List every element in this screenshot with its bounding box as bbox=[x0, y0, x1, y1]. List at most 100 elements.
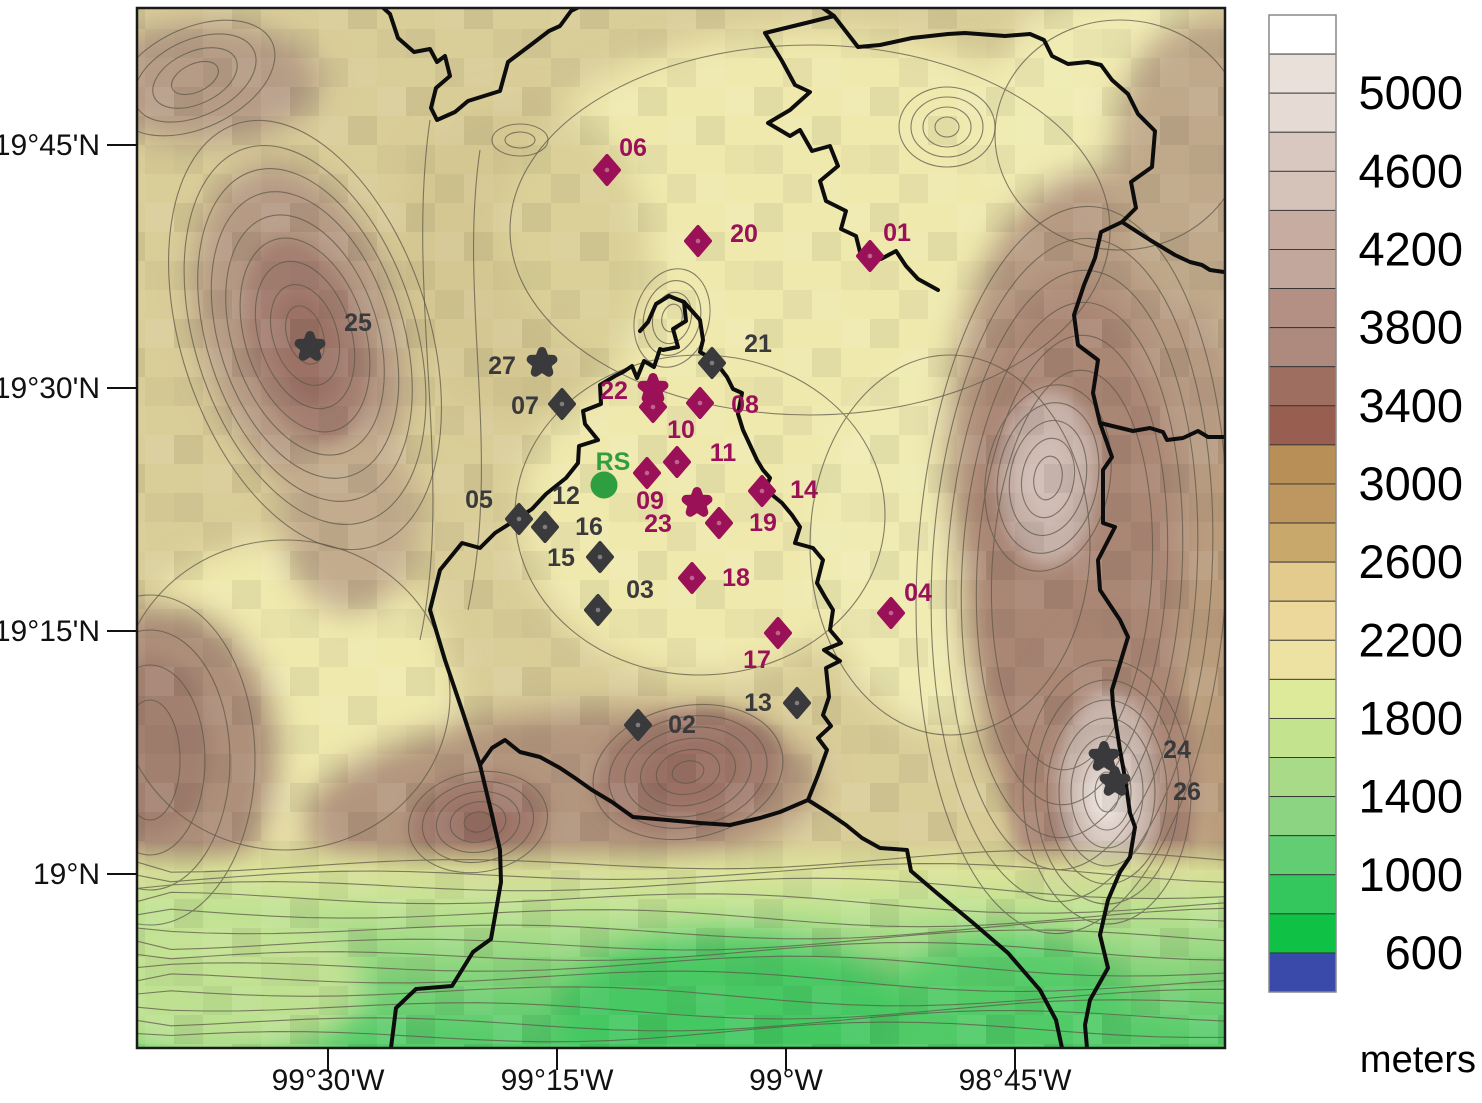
y-tick-label: 19°30'N bbox=[0, 372, 100, 405]
station-label-26: 26 bbox=[1173, 778, 1201, 806]
colorbar-cell-10 bbox=[1268, 405, 1337, 446]
colorbar-cell-16 bbox=[1268, 639, 1337, 680]
station-label-06: 06 bbox=[619, 134, 647, 162]
colorbar-tick-2600: 2600 bbox=[1358, 535, 1463, 588]
colorbar-tick-600: 600 bbox=[1385, 926, 1463, 979]
station-label-18: 18 bbox=[722, 564, 750, 592]
station-marker-18 bbox=[678, 562, 706, 594]
station-label-23: 23 bbox=[644, 510, 672, 538]
contour-lines-layer bbox=[137, 19, 1225, 851]
colorbar-cell-19 bbox=[1268, 757, 1337, 798]
boundary-south-cdmx bbox=[478, 738, 810, 827]
station-marker-07 bbox=[548, 388, 576, 420]
colorbar-cell-24 bbox=[1268, 952, 1337, 993]
terrain-layer bbox=[137, 8, 1225, 1048]
colorbar-cell-14 bbox=[1268, 561, 1337, 602]
station-marker-21 bbox=[698, 347, 726, 379]
colorbar-tick-4600: 4600 bbox=[1358, 144, 1463, 197]
station-marker-03 bbox=[584, 594, 612, 626]
station-marker-14 bbox=[748, 475, 776, 507]
station-label-RS: RS bbox=[596, 448, 631, 476]
contour-rings-layer bbox=[137, 19, 1225, 1043]
axis-layer: 99°30'W 99°15'W 99°W 98°45'W 19°45'N 19°30'N 1… bbox=[0, 129, 1072, 1097]
station-label-01: 01 bbox=[883, 219, 911, 247]
station-label-24: 24 bbox=[1163, 736, 1191, 764]
station-marker-11 bbox=[663, 446, 691, 478]
station-marker-01 bbox=[856, 240, 884, 272]
colorbar-tick-4200: 4200 bbox=[1358, 222, 1463, 275]
colorbar-cell-11 bbox=[1268, 444, 1337, 485]
station-label-19: 19 bbox=[749, 509, 777, 537]
station-marker-05 bbox=[505, 503, 533, 535]
y-tick-label: 19°15'N bbox=[0, 615, 100, 648]
station-label-21: 21 bbox=[744, 330, 772, 358]
x-tick-label: 99°30'W bbox=[272, 1064, 385, 1097]
station-label-13: 13 bbox=[744, 689, 772, 717]
station-label-11: 11 bbox=[710, 439, 737, 467]
colorbar-cell-5 bbox=[1268, 209, 1337, 250]
x-tick-label: 99°15'W bbox=[501, 1064, 614, 1097]
station-label-09: 09 bbox=[636, 487, 664, 515]
boundary-east-cdmx bbox=[682, 300, 1064, 1048]
y-tick-label: 19°45'N bbox=[0, 129, 100, 162]
station-marker-20 bbox=[684, 225, 712, 257]
station-marker-08 bbox=[686, 387, 714, 419]
station-label-12: 12 bbox=[552, 482, 580, 510]
state-boundary-layer bbox=[380, 8, 1225, 1048]
colorbar-outline bbox=[1268, 14, 1337, 993]
station-label-22: 22 bbox=[600, 377, 628, 405]
station-marker-13 bbox=[783, 687, 811, 719]
colorbar-cell-3 bbox=[1268, 131, 1337, 172]
station-marker-09 bbox=[633, 457, 661, 489]
colorbar-cell-13 bbox=[1268, 522, 1337, 563]
station-marker-02 bbox=[624, 709, 652, 741]
boundary-east-spur-lower bbox=[1098, 421, 1225, 442]
boundary-west-cdmx bbox=[389, 294, 688, 1048]
station-marker-19 bbox=[705, 507, 733, 539]
station-label-05: 05 bbox=[465, 486, 493, 514]
station-label-17: 17 bbox=[743, 646, 771, 674]
colorbar-cell-18 bbox=[1268, 717, 1337, 758]
map-frame bbox=[135, 6, 1227, 1050]
colorbar-cell-2 bbox=[1268, 92, 1337, 133]
x-tick-label: 98°45'W bbox=[959, 1064, 1072, 1097]
station-label-27: 27 bbox=[488, 352, 516, 380]
colorbar-unit-label: meters bbox=[1360, 1039, 1476, 1081]
colorbar-tick-2200: 2200 bbox=[1358, 613, 1463, 666]
station-marker-25 bbox=[294, 331, 326, 361]
station-label-07: 07 bbox=[511, 392, 539, 420]
colorbar-cell-6 bbox=[1268, 249, 1337, 290]
colorbar-cell-7 bbox=[1268, 288, 1337, 329]
colorbar-cell-9 bbox=[1268, 366, 1337, 407]
station-label-03: 03 bbox=[626, 576, 654, 604]
station-label-20: 20 bbox=[730, 220, 758, 248]
colorbar-cell-22 bbox=[1268, 874, 1337, 915]
station-marker-22 bbox=[637, 373, 669, 403]
station-label-08: 08 bbox=[731, 391, 759, 419]
station-marker-24 bbox=[1088, 741, 1120, 771]
colorbar-cell-1 bbox=[1268, 53, 1337, 94]
station-label-25: 25 bbox=[344, 309, 372, 337]
colorbar-cell-15 bbox=[1268, 600, 1337, 641]
colorbar-tick-3800: 3800 bbox=[1358, 301, 1463, 354]
colorbar-cell-0 bbox=[1268, 14, 1337, 55]
station-marker-23 bbox=[681, 487, 713, 517]
station-label-14: 14 bbox=[790, 476, 818, 504]
colorbar-tick-1800: 1800 bbox=[1358, 691, 1463, 744]
colorbar-tick-3400: 3400 bbox=[1358, 379, 1463, 432]
station-marker-17 bbox=[764, 617, 792, 649]
boundary-east-spur-upper bbox=[1120, 220, 1225, 274]
colorbar-cell-23 bbox=[1268, 913, 1337, 954]
station-marker-RS bbox=[590, 471, 618, 499]
station-marker-04 bbox=[877, 597, 905, 629]
station-label-16: 16 bbox=[575, 513, 603, 541]
boundary-northwest bbox=[380, 8, 582, 122]
colorbar-cell-8 bbox=[1268, 327, 1337, 368]
station-label-15: 15 bbox=[547, 544, 575, 572]
station-label-04: 04 bbox=[904, 579, 932, 607]
x-tick-label: 99°W bbox=[749, 1064, 823, 1097]
station-marker-26 bbox=[1099, 766, 1131, 796]
